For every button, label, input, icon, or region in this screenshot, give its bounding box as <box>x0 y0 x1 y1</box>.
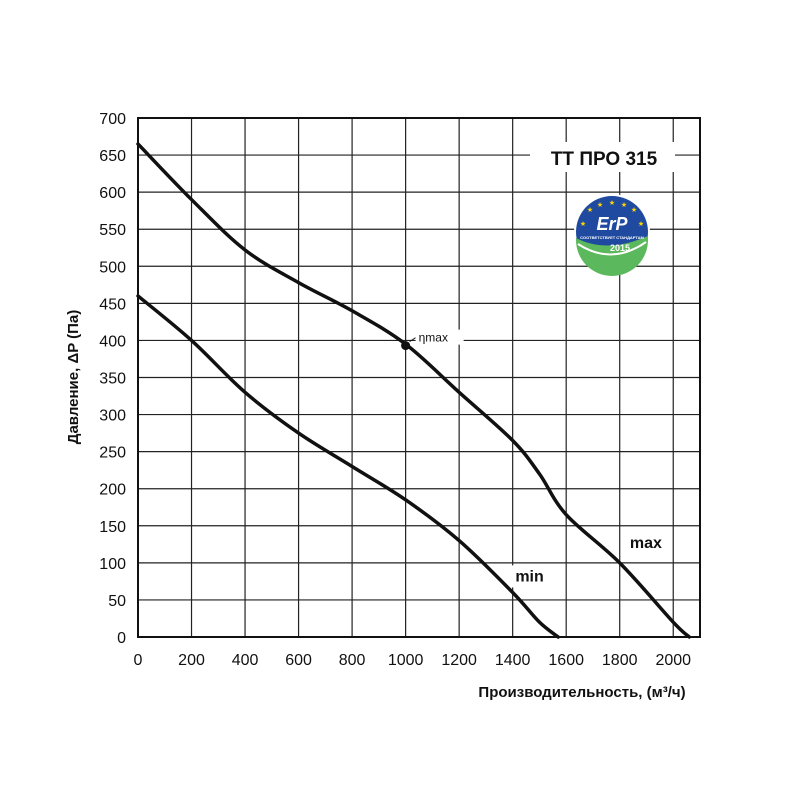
y-tick-label: 400 <box>99 333 126 350</box>
svg-text:★: ★ <box>587 206 593 214</box>
annotations: ηmax <box>401 329 464 351</box>
curves <box>136 142 692 639</box>
y-tick-label: 500 <box>99 259 126 276</box>
series-label-min: min <box>515 568 543 585</box>
y-tick-label: 0 <box>117 630 126 647</box>
x-tick-label: 1600 <box>548 652 584 669</box>
x-tick-label: 1200 <box>441 652 477 669</box>
series-line-max <box>136 142 692 639</box>
svg-text:★: ★ <box>597 201 603 209</box>
y-tick-label: 450 <box>99 296 126 313</box>
y-tick-label: 550 <box>99 222 126 239</box>
svg-text:★: ★ <box>580 220 586 228</box>
x-tick-label: 2000 <box>655 652 691 669</box>
x-tick-label: 600 <box>285 652 312 669</box>
svg-text:★: ★ <box>638 220 644 228</box>
erp-logo: ★ ★ ★ ★ ★ ★ ★ ErP СООТВЕТСТВУЕТ СТАНДАРТ… <box>574 194 650 276</box>
x-tick-label: 0 <box>134 652 143 669</box>
series-line-min <box>136 294 560 639</box>
svg-text:★: ★ <box>609 199 615 207</box>
x-tick-label: 200 <box>178 652 205 669</box>
y-tick-label: 150 <box>99 519 126 536</box>
y-tick-label: 100 <box>99 556 126 573</box>
x-tick-label: 1800 <box>602 652 638 669</box>
x-tick-label: 1400 <box>495 652 531 669</box>
eta-max-point <box>401 341 411 351</box>
y-tick-label: 200 <box>99 482 126 499</box>
y-tick-label: 600 <box>99 185 126 202</box>
series-label-max: max <box>630 535 662 552</box>
x-tick-label: 800 <box>339 652 366 669</box>
y-axis-title: Давление, ΔP (Па) <box>65 310 82 444</box>
y-tick-label: 250 <box>99 445 126 462</box>
x-tick-label: 400 <box>232 652 259 669</box>
title-box: ТТ ПРО 315 <box>530 142 675 172</box>
tick-labels: 0 200 400 600 800 1000 1200 1400 1600 1800 2000 0 50… <box>99 111 691 669</box>
eta-max-leader <box>409 337 416 343</box>
y-tick-label: 700 <box>99 111 126 128</box>
erp-logo-caption: СООТВЕТСТВУЕТ СТАНДАРТАМ <box>580 235 644 240</box>
plot-frame <box>137 117 701 638</box>
svg-text:★: ★ <box>631 206 637 214</box>
svg-text:★: ★ <box>621 201 627 209</box>
series-label-bg <box>511 565 554 588</box>
y-tick-label: 50 <box>108 593 126 610</box>
eta-max-label-bg <box>415 329 464 345</box>
series-label-bg <box>625 532 668 555</box>
x-tick-label: 1000 <box>388 652 424 669</box>
erp-logo-year: 2015 <box>610 243 630 253</box>
chart-title: ТТ ПРО 315 <box>551 149 658 170</box>
y-tick-label: 650 <box>99 148 126 165</box>
erp-logo-text: ErP <box>596 214 628 234</box>
eta-max-label: ηmax <box>419 331 448 345</box>
y-tick-label: 350 <box>99 371 126 388</box>
y-tick-label: 300 <box>99 408 126 425</box>
x-axis-title: Производительность, (м³/ч) <box>478 684 685 701</box>
curve-labels: max min <box>511 532 668 588</box>
eu-stars: ★ ★ ★ ★ ★ ★ ★ <box>580 199 644 228</box>
